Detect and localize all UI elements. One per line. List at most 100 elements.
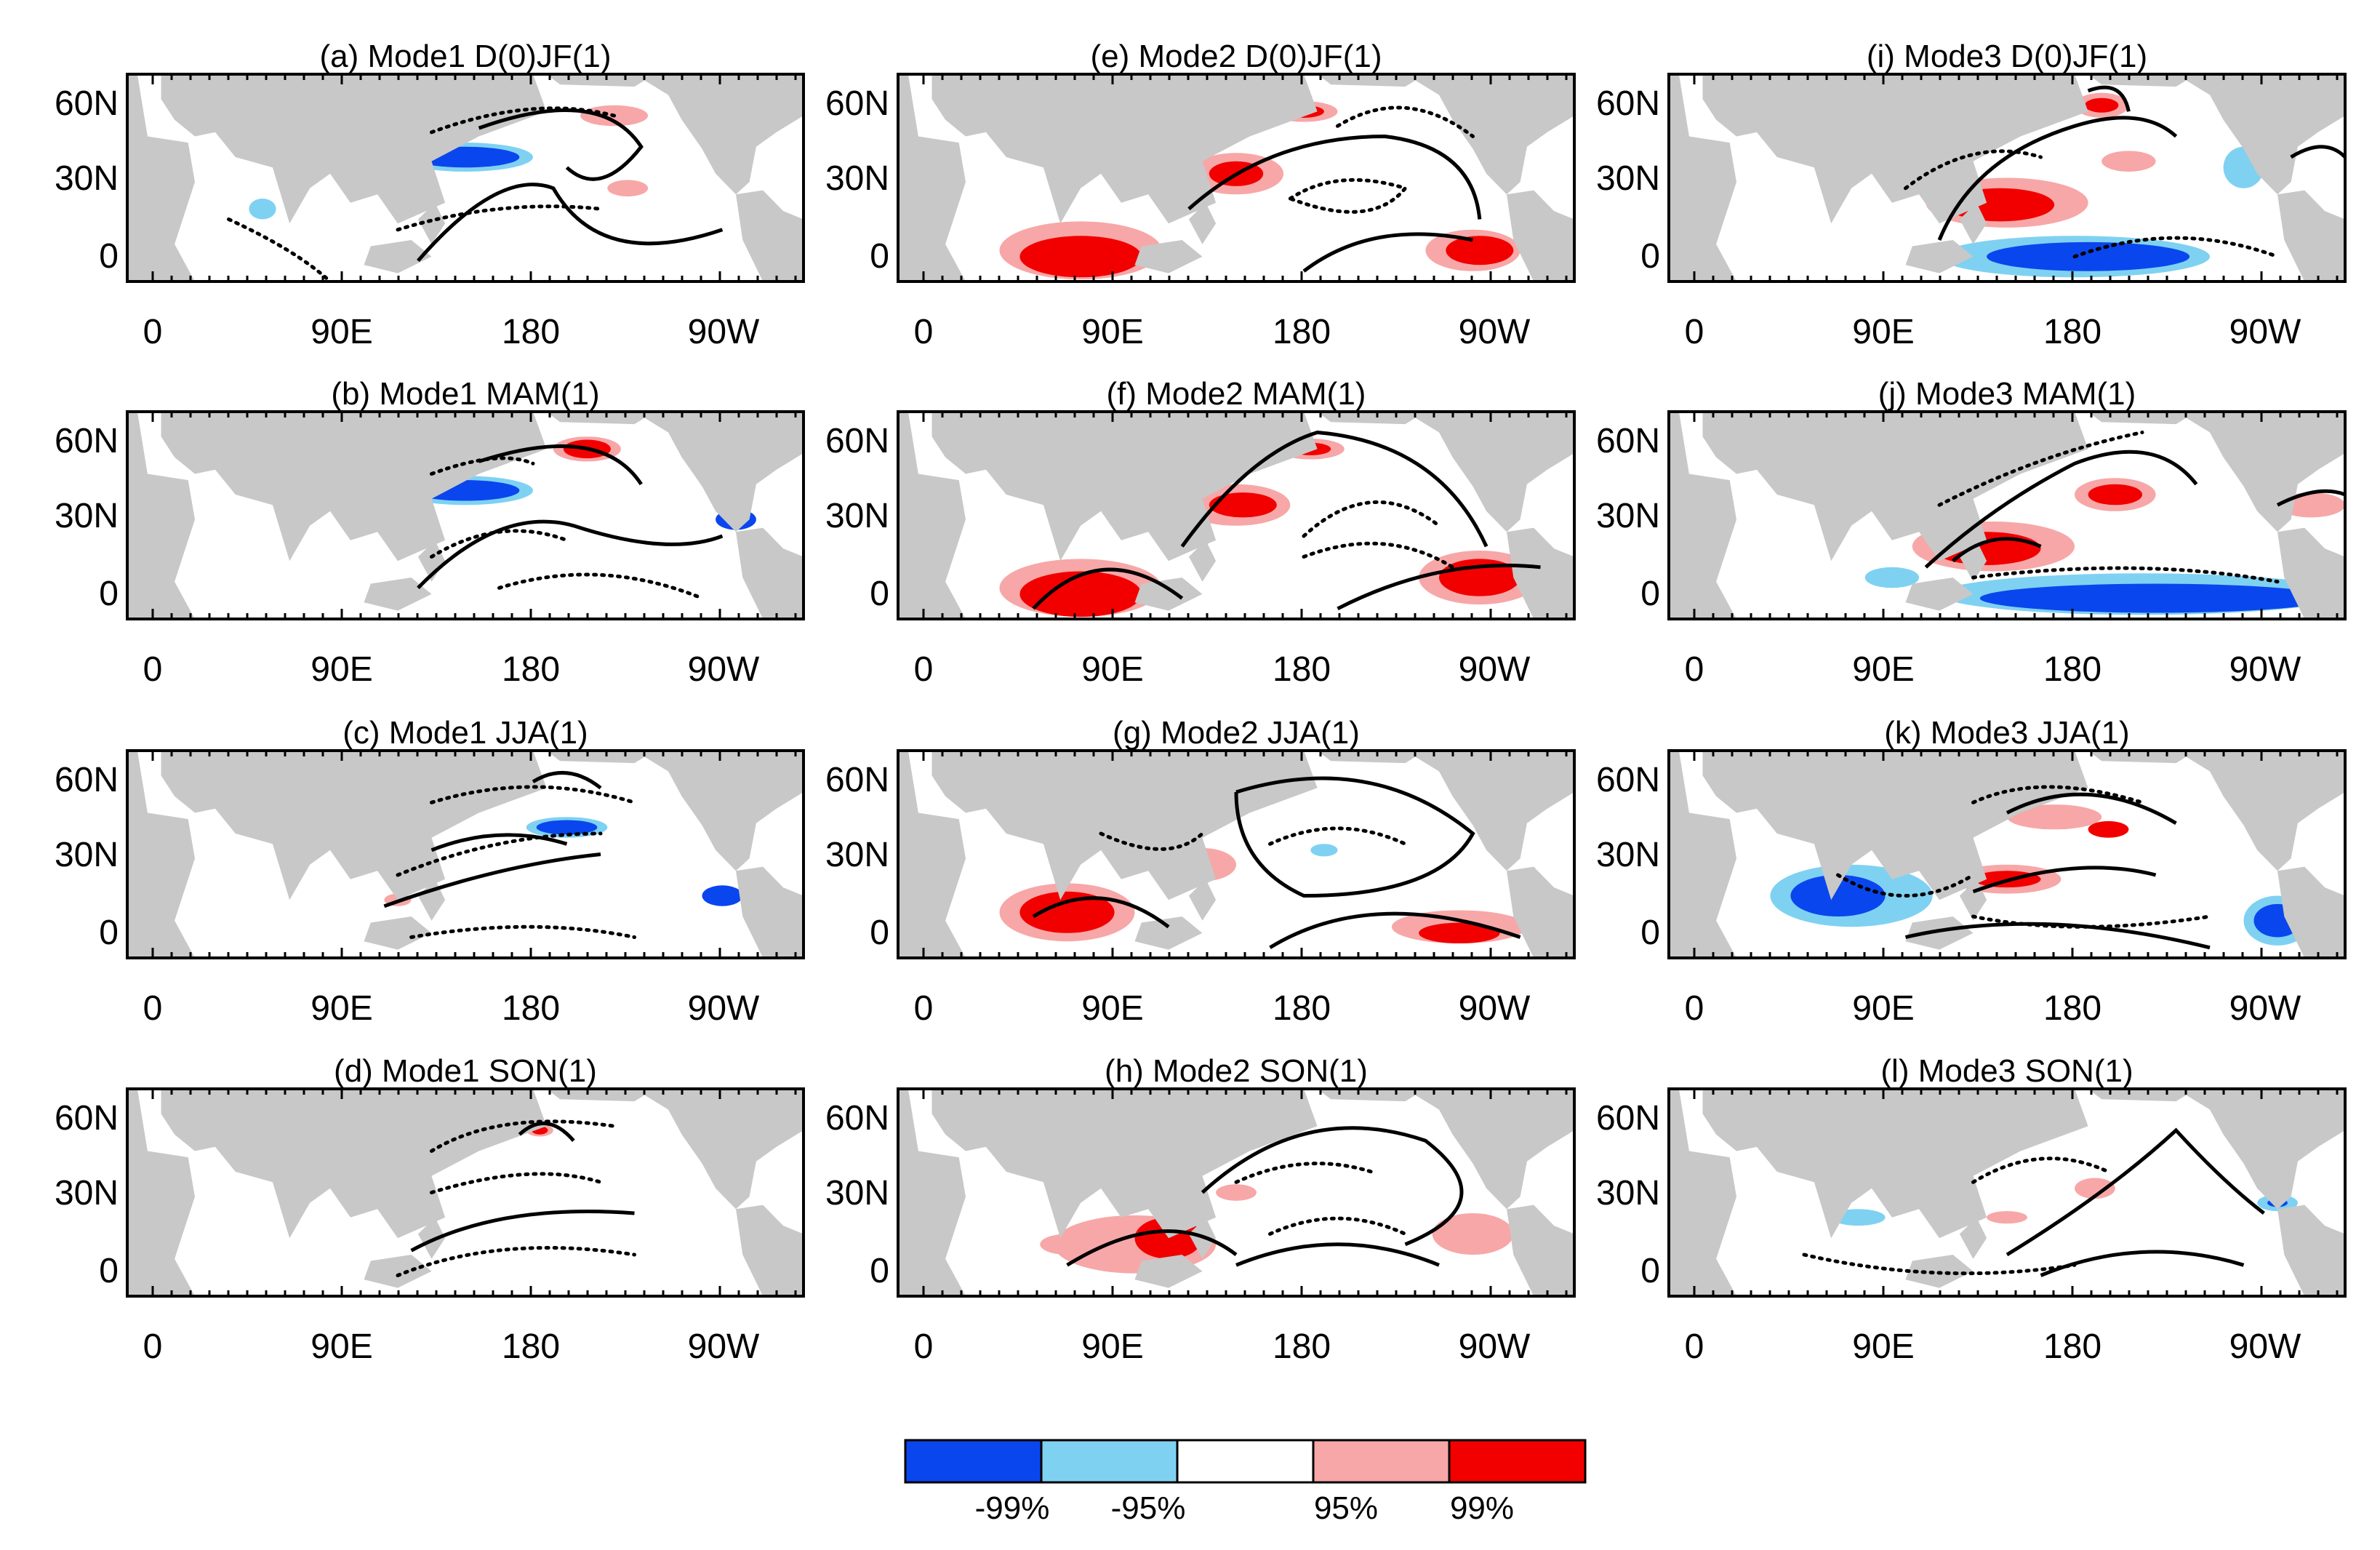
colorbar-swatch [1040, 1439, 1179, 1484]
significance-shading [1310, 844, 1338, 857]
lon-tick-label: 90W [1459, 1327, 1531, 1366]
land-mask [1702, 412, 2088, 562]
lon-tick-label: 180 [2043, 1327, 2101, 1366]
lon-tick-label: 180 [1273, 313, 1331, 351]
land-mask [634, 1089, 804, 1210]
contour-negative [396, 204, 603, 232]
lon-tick-label: 0 [143, 989, 163, 1028]
significance-shading [607, 180, 649, 197]
contour-negative [1971, 785, 2144, 804]
land-mask [127, 74, 195, 281]
lon-tick-label: 0 [1685, 1327, 1704, 1366]
land-mask [127, 1089, 195, 1296]
lat-tick-label: 30N [825, 159, 889, 198]
contour-negative [497, 572, 704, 600]
lon-tick-label: 0 [914, 1327, 934, 1366]
contour-negative [1302, 500, 1441, 538]
lon-tick-label: 90E [310, 650, 372, 689]
contour-positive [1302, 232, 1473, 273]
lat-tick-label: 0 [1640, 237, 1660, 276]
contour-negative [1288, 177, 1409, 214]
lon-tick-label: 0 [1685, 313, 1704, 351]
lat-tick-label: 0 [870, 237, 889, 276]
lat-tick-label: 60N [55, 84, 119, 123]
contour-negative [1802, 1253, 2077, 1276]
lat-tick-label: 60N [55, 1099, 119, 1138]
colorbar-legend: -99% -95% 95% 99% [904, 1439, 1587, 1526]
lon-tick-label: 0 [914, 989, 934, 1028]
land-mask [161, 412, 547, 562]
lon-tick-label: 90W [2229, 1327, 2301, 1366]
lon-tick-label: 180 [502, 989, 560, 1028]
lat-tick-label: 60N [825, 1099, 889, 1138]
significance-shading [1987, 1211, 2027, 1224]
lon-tick-label: 0 [143, 1327, 163, 1366]
lon-tick-label: 180 [2043, 650, 2101, 689]
lat-tick-label: 30N [55, 159, 119, 198]
significance-shading [1216, 1184, 1257, 1201]
lon-tick-label: 90E [1852, 1327, 1914, 1366]
land-mask [2088, 751, 2197, 764]
map-panel: (j) Mode3 MAM(1) 60N 30N 00 90E 180 90W [1596, 376, 2347, 689]
contour-negative [396, 831, 603, 877]
significance-shading [2088, 484, 2142, 506]
panel-title: (b) Mode1 MAM(1) [331, 376, 599, 412]
lat-tick-label: 0 [1640, 914, 1660, 952]
lon-tick-label: 90E [1081, 650, 1143, 689]
colorbar-swatch [1176, 1439, 1315, 1484]
land-mask [2176, 1089, 2345, 1210]
colorbar-label: 95% [1314, 1490, 1378, 1526]
lat-tick-label: 0 [1640, 575, 1660, 613]
contour-negative [430, 529, 569, 559]
land-mask [2277, 190, 2345, 281]
land-mask [364, 916, 432, 950]
land-mask [1905, 916, 1974, 950]
panel-frame [126, 410, 805, 620]
significance-shading [2088, 820, 2129, 838]
land-mask [1134, 578, 1203, 611]
lon-tick-label: 180 [502, 313, 560, 351]
land-mask [898, 751, 966, 958]
significance-shading [1446, 236, 1514, 265]
lat-tick-label: 30N [1596, 159, 1660, 198]
lon-tick-label: 90W [688, 313, 760, 351]
panel-title: (a) Mode1 D(0)JF(1) [320, 39, 612, 74]
contour-negative [396, 1246, 636, 1277]
map-panel: (a) Mode1 D(0)JF(1) 60N 30N 00 90E 180 90W [55, 39, 805, 351]
land-mask [417, 202, 446, 244]
land-mask [736, 190, 804, 281]
panel-frame [1667, 1087, 2347, 1298]
lon-tick-label: 90E [1081, 313, 1143, 351]
land-mask [1317, 74, 1426, 87]
panel-title: (g) Mode2 JJA(1) [1113, 715, 1360, 751]
land-mask [1134, 1255, 1203, 1288]
lat-tick-label: 30N [55, 497, 119, 535]
land-mask [2277, 866, 2345, 958]
panel-frame [1667, 749, 2347, 959]
panel-frame [126, 1087, 805, 1298]
contour-positive [1951, 537, 2042, 563]
contour-negative [1336, 105, 1475, 138]
map-panel: (k) Mode3 JJA(1) 60N 30N 00 90E 180 90W [1596, 715, 2347, 1028]
lat-tick-label: 30N [825, 1174, 889, 1213]
land-mask [1405, 412, 1574, 532]
land-mask [1702, 1089, 2088, 1239]
contour-positive [410, 1209, 635, 1253]
significance-shading [2075, 1178, 2115, 1199]
land-mask [546, 412, 655, 425]
panel-frame [126, 73, 805, 283]
contour-positive [518, 1122, 575, 1142]
significance-shading [1019, 236, 1142, 278]
significance-shading [1419, 922, 1500, 944]
land-mask [2088, 74, 2197, 87]
lon-tick-label: 90W [2229, 989, 2301, 1028]
land-mask [1669, 1089, 1736, 1296]
panel-frame [897, 73, 1576, 283]
land-mask [634, 412, 804, 532]
land-mask [931, 751, 1318, 900]
lon-tick-label: 180 [502, 1327, 560, 1366]
lon-tick-label: 0 [1685, 650, 1704, 689]
contour-positive [1187, 134, 1482, 220]
panel-title: (k) Mode3 JJA(1) [1884, 715, 2129, 751]
